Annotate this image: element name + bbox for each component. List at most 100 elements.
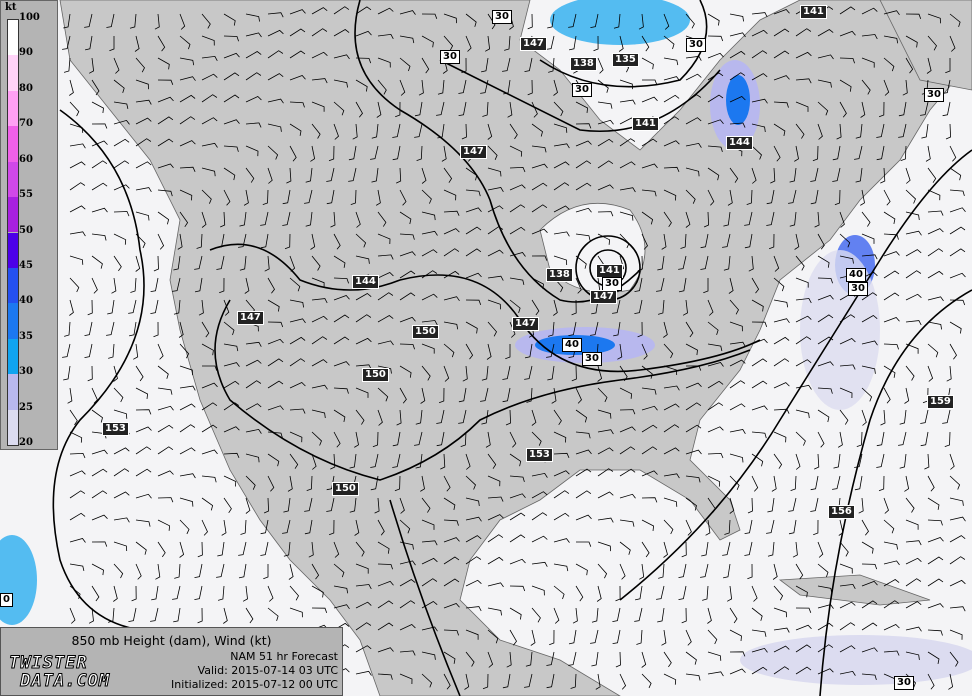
wind-barb: [700, 233, 709, 249]
wind-barb: [729, 429, 746, 435]
wind-barb: [905, 211, 920, 221]
wind-barb: [69, 409, 78, 426]
wind-barb: [395, 101, 401, 118]
wind-barb: [392, 431, 401, 447]
wind-barb: [480, 387, 489, 402]
wind-barb: [69, 563, 85, 571]
wind-barb: [817, 604, 834, 609]
wind-barb: [223, 13, 236, 26]
wind-barb: [355, 293, 372, 301]
wind-barb: [707, 380, 724, 389]
wind-barb: [179, 385, 196, 391]
wind-barb: [746, 189, 753, 205]
wind-barb: [130, 277, 137, 293]
wind-barb: [883, 211, 896, 224]
wind-barb: [663, 343, 674, 359]
wind-speed-label: 40: [562, 338, 582, 352]
wind-barb: [438, 387, 445, 404]
wind-barb: [311, 78, 328, 84]
wind-barb: [421, 320, 438, 326]
wind-barb: [267, 98, 284, 104]
wind-barb: [810, 167, 819, 182]
wind-barb: [549, 629, 555, 646]
wind-barb: [487, 123, 493, 140]
wind-barb: [524, 673, 533, 688]
wind-barb: [460, 431, 467, 447]
wind-barb: [377, 292, 394, 301]
wind-barb: [465, 248, 482, 257]
wind-barb: [377, 673, 393, 680]
wind-barb: [465, 497, 480, 507]
wind-barb: [487, 582, 504, 588]
wind-core-quebec: [726, 75, 750, 125]
wind-barb: [855, 167, 863, 183]
height-contour-label: 150: [362, 368, 389, 382]
wind-barb: [201, 343, 214, 356]
wind-speed-label: 30: [686, 38, 706, 52]
wind-barb: [509, 277, 525, 285]
wind-barb: [216, 563, 225, 578]
wind-barb: [839, 645, 856, 653]
wind-barb: [201, 73, 218, 81]
wind-barb: [861, 211, 871, 227]
wind-barb: [151, 585, 159, 601]
wind-barb: [795, 255, 805, 271]
wind-barb: [525, 651, 533, 667]
wind-speed-label: 30: [582, 352, 602, 366]
wind-barb: [641, 651, 647, 668]
wind-barb: [113, 563, 124, 579]
wind-barb: [789, 211, 797, 227]
valid-time-text: Valid: 2015-07-14 03 UTC: [197, 664, 338, 677]
wind-barb: [91, 563, 104, 576]
wind-barb: [678, 255, 687, 270]
wind-barb: [326, 189, 335, 205]
wind-barb: [685, 449, 702, 455]
wind-barb: [729, 359, 746, 367]
wind-barb: [615, 585, 621, 602]
wind-barb: [920, 431, 929, 447]
wind-barb: [62, 343, 71, 358]
wind-barb: [722, 233, 731, 248]
wind-barb: [333, 233, 341, 250]
wind-barb: [861, 387, 873, 402]
wind-barb: [245, 13, 260, 22]
wind-barb: [619, 446, 636, 455]
wind-barb: [883, 343, 899, 350]
wind-barb: [260, 233, 269, 249]
wind-barb: [509, 226, 526, 235]
wind-barb: [220, 211, 226, 228]
wind-barb: [201, 475, 217, 483]
wind-barb: [591, 607, 599, 623]
wind-barb: [509, 512, 526, 521]
wind-barb: [899, 453, 907, 469]
wind-barb: [135, 409, 152, 415]
wind-barb: [69, 79, 74, 96]
wind-barb: [333, 336, 350, 345]
wind-barb: [179, 447, 196, 455]
wind-barb: [839, 79, 852, 92]
wind-barb: [311, 255, 321, 271]
wind-barb: [657, 607, 665, 623]
wind-barb: [377, 233, 391, 245]
contour-line: [52, 109, 145, 631]
wind-barb: [421, 497, 431, 513]
wind-barb: [751, 29, 768, 37]
wind-barb: [354, 519, 360, 536]
wind-barb: [135, 99, 152, 105]
wind-barb: [619, 468, 636, 477]
wind-barb: [465, 629, 479, 640]
wind-barb: [245, 475, 256, 490]
wind-barb: [355, 364, 372, 370]
contour-line: [389, 499, 461, 696]
wind-barb: [399, 650, 416, 656]
wind-barb: [330, 211, 336, 228]
wind-barb: [817, 387, 833, 394]
wind-barb: [399, 519, 411, 534]
contour-line: [214, 299, 751, 481]
wind-barb: [333, 277, 349, 284]
wind-barb: [921, 123, 929, 139]
wind-barb: [245, 497, 251, 514]
wind-barb: [927, 296, 944, 302]
wind-barb: [860, 101, 866, 118]
wind-barb: [69, 585, 81, 600]
